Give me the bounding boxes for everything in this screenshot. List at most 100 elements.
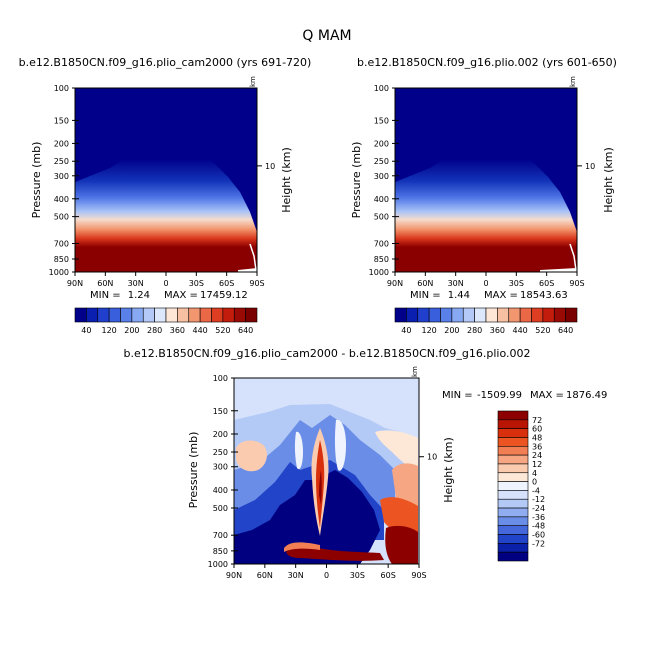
- field-region: [375, 430, 418, 470]
- colorbar-box: [97, 307, 110, 323]
- y-tick-label: 200: [54, 139, 69, 148]
- colorbar-box: [497, 481, 529, 491]
- colorbar-box: [497, 410, 529, 421]
- colorbar-box: [497, 525, 529, 535]
- colorbar-box: [497, 498, 529, 509]
- panel-title: b.e12.B1850CN.f09_g16.plio.002 (yrs 601-…: [357, 56, 617, 69]
- colorbar-box: [497, 428, 529, 438]
- colorbar-box: [508, 307, 521, 323]
- colorbar-box: [199, 307, 212, 323]
- x-tick-label: 0: [324, 571, 329, 580]
- colorbar-label: 72: [532, 416, 542, 425]
- colorbar-label: 120: [101, 326, 116, 335]
- colorbar-label: 280: [147, 326, 162, 335]
- min-value: 1.44: [448, 290, 470, 301]
- colorbar-box: [542, 307, 555, 323]
- field-region: [294, 431, 303, 470]
- colorbar-box: [497, 445, 529, 456]
- difference-title: b.e12.B1850CN.f09_g16.plio_cam2000 - b.e…: [124, 347, 531, 360]
- colorbar-label: 0: [532, 478, 537, 487]
- x-tick-label: 60N: [417, 279, 433, 288]
- field-region: [319, 470, 322, 505]
- max-value: 17459.12: [200, 290, 248, 301]
- colorbar-box: [154, 307, 167, 323]
- colorbar: 40 120 200 280 360 440 520 640: [394, 307, 578, 335]
- x-tick-label: 90N: [67, 279, 83, 288]
- colorbar-box: [531, 307, 544, 323]
- y-tick-label: 250: [54, 157, 69, 166]
- height-corner-label: km: [411, 366, 419, 377]
- colorbar-label: 12: [532, 460, 542, 469]
- field-region: [286, 545, 384, 561]
- colorbar-label: -72: [532, 539, 545, 548]
- colorbar-box: [211, 307, 224, 323]
- x-tick-label: 30N: [288, 571, 304, 580]
- humidity-field: [395, 134, 577, 272]
- y-tick-label: 150: [374, 116, 389, 125]
- x-axis: 90N 60N 30N 0 30S 60S 90S: [226, 564, 427, 580]
- colorbar-box: [497, 419, 529, 429]
- y-tick-label: 1000: [369, 268, 389, 277]
- colorbar-label: -36: [532, 513, 545, 522]
- y-tick-label: 150: [213, 407, 228, 416]
- colorbar-box: [142, 307, 155, 323]
- y-tick-label: 700: [374, 239, 389, 248]
- colorbar-box: [497, 543, 529, 553]
- field-region: [334, 419, 346, 471]
- colorbar-label: -48: [532, 522, 545, 531]
- colorbar-box: [222, 307, 235, 323]
- colorbar-box: [165, 307, 178, 323]
- colorbar-box: [233, 307, 246, 323]
- colorbar-box: [462, 307, 475, 323]
- antarctic-plateau-notch: [540, 268, 577, 272]
- y-tick-label: 100: [54, 84, 69, 93]
- colorbar-label: 200: [444, 326, 459, 335]
- y-tick-label: 200: [374, 139, 389, 148]
- field-region: [385, 525, 418, 564]
- x-tick-label: 60N: [97, 279, 113, 288]
- x-axis: 90N 60N 30N 0 30S 60S 90S: [67, 272, 265, 288]
- colorbar-label: 360: [170, 326, 185, 335]
- y-tick-label: 300: [213, 463, 228, 472]
- difference-field: [234, 404, 418, 564]
- x-tick-label: 60S: [381, 571, 396, 580]
- colorbar-box: [131, 307, 144, 323]
- x-tick-label: 30S: [509, 279, 524, 288]
- min-label: MIN =: [90, 290, 121, 301]
- colorbar-label: -12: [532, 495, 545, 504]
- y-tick-label: 500: [374, 213, 389, 222]
- colorbar-label: 520: [215, 326, 230, 335]
- y-tick-label: 200: [213, 430, 228, 439]
- y-tick-label: 300: [374, 172, 389, 181]
- y-axis-label: Pressure (mb): [187, 432, 200, 509]
- figure-title: Q MAM: [302, 28, 351, 44]
- y-tick-label: 850: [54, 255, 69, 264]
- field-region: [284, 542, 320, 552]
- y-axis-right: 10 km: [569, 76, 595, 171]
- x-tick-label: 60S: [539, 279, 554, 288]
- x-tick-label: 60N: [257, 571, 273, 580]
- colorbar-box: [497, 551, 529, 562]
- colorbar-box: [245, 307, 258, 323]
- y-tick-label: 1000: [208, 560, 228, 569]
- colorbar-box: [497, 437, 529, 447]
- x-tick-label: 90S: [249, 279, 264, 288]
- colorbar-box: [120, 307, 133, 323]
- panel-cam2000: b.e12.B1850CN.f09_g16.plio_cam2000 (yrs …: [19, 56, 312, 335]
- height-axis-label: Height (km): [280, 147, 293, 213]
- colorbar-box: [565, 307, 578, 323]
- colorbar-label: 640: [238, 326, 253, 335]
- y-tick-label: 700: [213, 531, 228, 540]
- max-label: MAX =: [164, 290, 198, 301]
- y-tick-label: 100: [374, 84, 389, 93]
- colorbar-label: 640: [558, 326, 573, 335]
- colorbar-label: 4: [532, 469, 537, 478]
- height-axis-label: Height (km): [442, 437, 455, 503]
- colorbar-box: [497, 490, 529, 500]
- y-axis-right: 10 km: [411, 366, 437, 462]
- colorbar-label: 40: [81, 326, 91, 335]
- y-tick-label: 300: [54, 172, 69, 181]
